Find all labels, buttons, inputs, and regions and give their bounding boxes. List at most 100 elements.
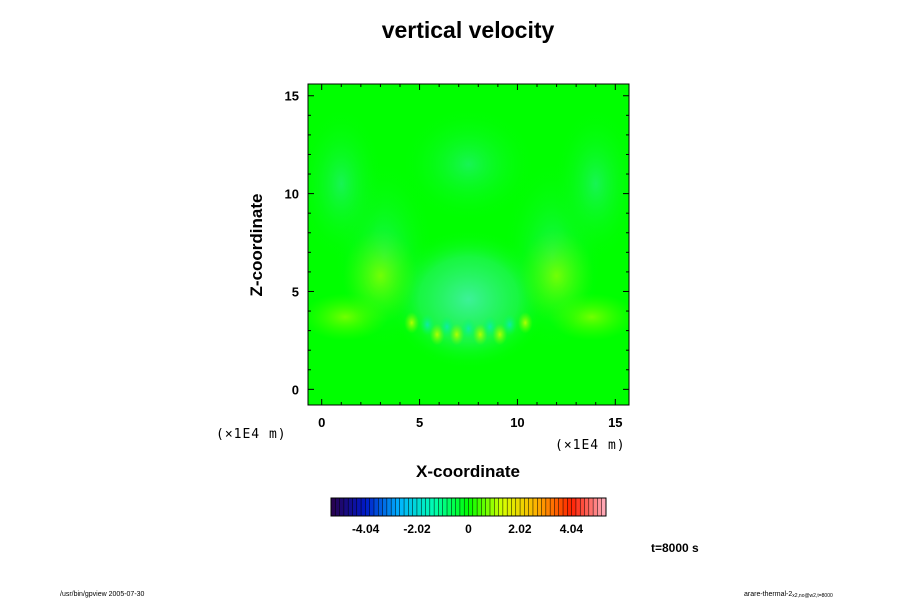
colorbar-frame — [330, 497, 607, 517]
colorbar-segment — [593, 498, 598, 516]
colorbar-segment — [597, 498, 603, 516]
colorbar-segment — [455, 498, 461, 516]
plot-frame — [307, 83, 630, 406]
colorbar-segment — [352, 498, 358, 516]
colorbar-segment — [447, 498, 452, 516]
field-lobe — [552, 105, 629, 263]
colorbar-segment — [416, 498, 422, 516]
colorbar-segment — [382, 498, 388, 516]
colorbar-segment — [532, 498, 538, 516]
colorbar-segment — [391, 498, 396, 516]
colorbar-segment — [343, 498, 349, 516]
colorbar-segment — [601, 498, 607, 516]
time-label: t=8000 s — [651, 541, 699, 555]
colorbar-segment — [524, 498, 529, 516]
colorbar-segment — [451, 498, 456, 516]
colorbar-segment — [442, 498, 448, 516]
colorbar-segment — [563, 498, 568, 516]
footer-right-text: arare-thermal-2x2,no@w2,t=8000 — [744, 591, 833, 599]
colorbar-segment — [558, 498, 564, 516]
x-tick-label: 15 — [608, 415, 622, 430]
field-cell — [449, 323, 465, 346]
footer-left-text: /usr/bin/gpview 2005-07-30 — [60, 591, 145, 598]
colorbar-segment — [365, 498, 370, 516]
colorbar-segment — [477, 498, 482, 516]
colorbar-segment — [378, 498, 383, 516]
colorbar-segment — [571, 498, 577, 516]
y-tick-label: 10 — [285, 187, 299, 202]
y-tick-label: 5 — [292, 284, 299, 299]
y-axis-title: Z-coordinate — [247, 194, 266, 297]
y-tick-label: 0 — [292, 382, 299, 397]
colorbar-segment — [421, 498, 426, 516]
colorbar-segment — [399, 498, 405, 516]
colorbar-segment — [425, 498, 431, 516]
colorbar-segment — [339, 498, 345, 516]
colorbar-segment — [554, 498, 560, 516]
field-lobe — [399, 105, 538, 223]
x-tick-label: 10 — [510, 415, 524, 430]
field-lobe — [308, 105, 385, 263]
colorbar-tick-label: 2.02 — [508, 522, 532, 536]
colorbar-segment — [498, 498, 504, 516]
field-lobe — [308, 293, 389, 341]
colorbar-segment — [507, 498, 512, 516]
colorbar-segment — [331, 498, 336, 516]
colorbar-segment — [584, 498, 590, 516]
colorbar-segment — [485, 498, 491, 516]
colorbar-segment — [575, 498, 581, 516]
colorbar — [330, 497, 607, 517]
footer-right-main: arare-thermal-2 — [744, 591, 792, 598]
colorbar-segment — [356, 498, 362, 516]
colorbar-tick-label: -2.02 — [403, 522, 431, 536]
colorbar-segment — [494, 498, 499, 516]
y-axis-unit-label: (×1E4 m) — [216, 427, 287, 442]
colorbar-segment — [472, 498, 478, 516]
chart-title: vertical velocity — [382, 17, 555, 43]
heatmap-field — [308, 84, 629, 405]
colorbar-segment — [408, 498, 413, 516]
colorbar-segment — [515, 498, 521, 516]
colorbar-segment — [386, 498, 392, 516]
colorbar-tick-label: 0 — [465, 522, 472, 536]
colorbar-segment — [335, 498, 340, 516]
x-tick-label: 0 — [318, 415, 325, 430]
field-lobe — [548, 293, 629, 341]
colorbar-tick-labels: -4.04 -2.02 0 2.02 4.04 — [352, 522, 583, 536]
field-cell — [404, 312, 420, 334]
field-cell — [502, 313, 518, 336]
footer-right-subscript: x2,no@w2,t=8000 — [792, 593, 833, 599]
colorbar-segment — [541, 498, 547, 516]
field-cell — [461, 317, 476, 340]
y-tick-label: 15 — [285, 89, 299, 104]
colorbar-segment — [537, 498, 542, 516]
colorbar-segment — [580, 498, 585, 516]
x-axis-unit-label: (×1E4 m) — [555, 438, 626, 453]
colorbar-segment — [459, 498, 465, 516]
colorbar-segment — [468, 498, 474, 516]
colorbar-segment — [464, 498, 469, 516]
colorbar-segment — [545, 498, 551, 516]
colorbar-segment — [502, 498, 508, 516]
colorbar-segment — [395, 498, 401, 516]
colorbar-segment — [481, 498, 486, 516]
colorbar-segment — [361, 498, 366, 516]
colorbar-segment — [369, 498, 375, 516]
colorbar-segment — [438, 498, 444, 516]
colorbar-segment — [520, 498, 525, 516]
colorbar-segment — [588, 498, 594, 516]
field-cell — [517, 312, 533, 334]
x-tick-label: 5 — [416, 415, 423, 430]
colorbar-segment — [434, 498, 439, 516]
axis-ticks: 0 5 10 15 0 5 10 15 — [285, 84, 629, 430]
colorbar-segment — [348, 498, 353, 516]
colorbar-segment — [489, 498, 495, 516]
colorbar-segment — [567, 498, 572, 516]
x-axis-title: X-coordinate — [416, 462, 520, 481]
colorbar-segment — [373, 498, 379, 516]
colorbar-segment — [412, 498, 418, 516]
colorbar-tick-label: -4.04 — [352, 522, 380, 536]
colorbar-tick-label: 4.04 — [560, 522, 584, 536]
colorbar-segment — [550, 498, 555, 516]
